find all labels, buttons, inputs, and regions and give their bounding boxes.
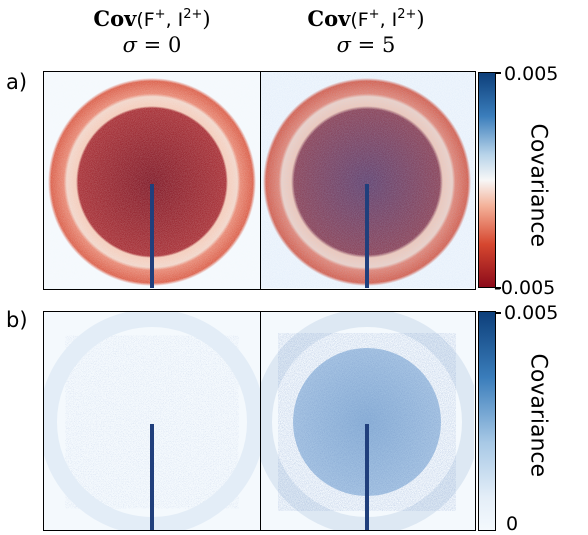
colorbar-b-min: 0 bbox=[506, 513, 519, 535]
colorbar-a-label: Covariance bbox=[525, 123, 551, 248]
cov-arg-f: (F bbox=[136, 9, 155, 31]
cov-arg-f: (F bbox=[350, 9, 369, 31]
sigma-value: 5 bbox=[381, 33, 396, 57]
sigma-equals: = bbox=[137, 33, 168, 57]
colorbar-a-tick-bottom bbox=[495, 287, 501, 289]
detector-image-b0 bbox=[44, 312, 260, 530]
cov-close: ) bbox=[202, 7, 211, 31]
cov-arg-i: , I bbox=[379, 9, 398, 31]
cov-sup-i: 2+ bbox=[397, 7, 417, 22]
cov-sup-i: 2+ bbox=[183, 7, 203, 22]
colorbar-b bbox=[478, 311, 496, 531]
detector-image-a0 bbox=[44, 72, 260, 288]
column-title-sigma-5: Cov(F+, I2+) σ = 5 bbox=[256, 8, 476, 56]
colorbar-b-label: Covariance bbox=[525, 353, 551, 478]
cov-operator: Cov bbox=[307, 6, 351, 31]
colorbar-a-tick-top bbox=[495, 72, 501, 74]
image-b-sigma-0 bbox=[43, 311, 262, 531]
cov-operator: Cov bbox=[93, 6, 137, 31]
image-a-sigma-5 bbox=[260, 71, 476, 290]
colorbar-a bbox=[478, 72, 496, 288]
cov-close: ) bbox=[416, 7, 425, 31]
sigma-equals: = bbox=[351, 33, 382, 57]
panel-label-b: b) bbox=[6, 308, 28, 332]
colorbar-b-max: 0.005 bbox=[504, 302, 559, 324]
panel-label-a: a) bbox=[6, 70, 28, 94]
cov-arg-i: , I bbox=[165, 9, 184, 31]
sigma-symbol: σ bbox=[122, 33, 137, 57]
column-title-sigma-0: Cov(F+, I2+) σ = 0 bbox=[42, 8, 262, 56]
colorbar-b-tick-top bbox=[495, 312, 501, 314]
cov-sup-f: + bbox=[368, 7, 380, 22]
colorbar-a-min: -0.005 bbox=[494, 277, 556, 299]
image-a-sigma-0 bbox=[43, 71, 262, 290]
detector-image-b5 bbox=[261, 312, 474, 530]
detector-image-a5 bbox=[261, 72, 474, 288]
sigma-symbol: σ bbox=[336, 33, 351, 57]
colorbar-a-max: 0.005 bbox=[504, 63, 559, 85]
sigma-value: 0 bbox=[167, 33, 182, 57]
image-b-sigma-5 bbox=[260, 311, 476, 531]
cov-sup-f: + bbox=[154, 7, 166, 22]
